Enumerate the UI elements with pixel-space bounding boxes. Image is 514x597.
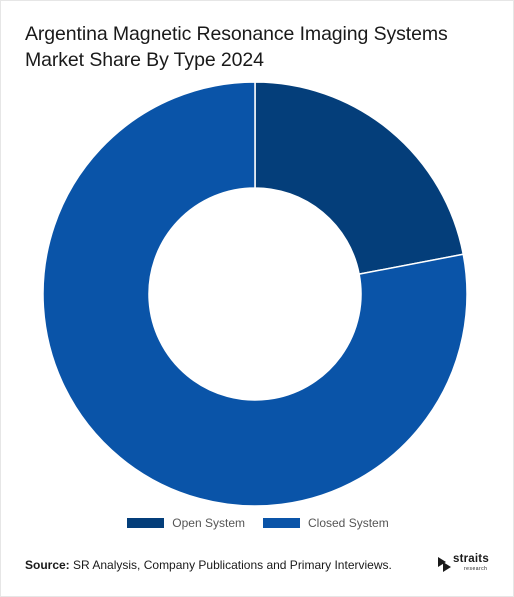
logo-mark-icon — [438, 557, 451, 572]
source-text: SR Analysis, Company Publications and Pr… — [73, 558, 392, 572]
source-note: Source: SR Analysis, Company Publication… — [25, 558, 392, 572]
logo-wordmark: straits — [453, 553, 489, 565]
legend-item-open-system[interactable]: Open System — [127, 516, 245, 530]
legend-label-open-system: Open System — [172, 516, 245, 530]
legend-swatch-open-system — [127, 518, 165, 528]
chart-title: Argentina Magnetic Resonance Imaging Sys… — [25, 23, 448, 71]
straits-research-logo: straits research — [437, 553, 497, 575]
logo-subtext: research — [464, 566, 488, 572]
legend-label-closed-system: Closed System — [308, 516, 389, 530]
source-label: Source: — [25, 558, 70, 572]
donut-slice-closed-system[interactable] — [42, 81, 468, 507]
legend-swatch-closed-system — [263, 518, 300, 528]
chart-legend: Open System Closed System — [1, 516, 514, 530]
donut-slice-open-system[interactable] — [254, 81, 465, 276]
legend-item-closed-system[interactable]: Closed System — [263, 516, 389, 530]
donut-chart — [42, 81, 468, 507]
